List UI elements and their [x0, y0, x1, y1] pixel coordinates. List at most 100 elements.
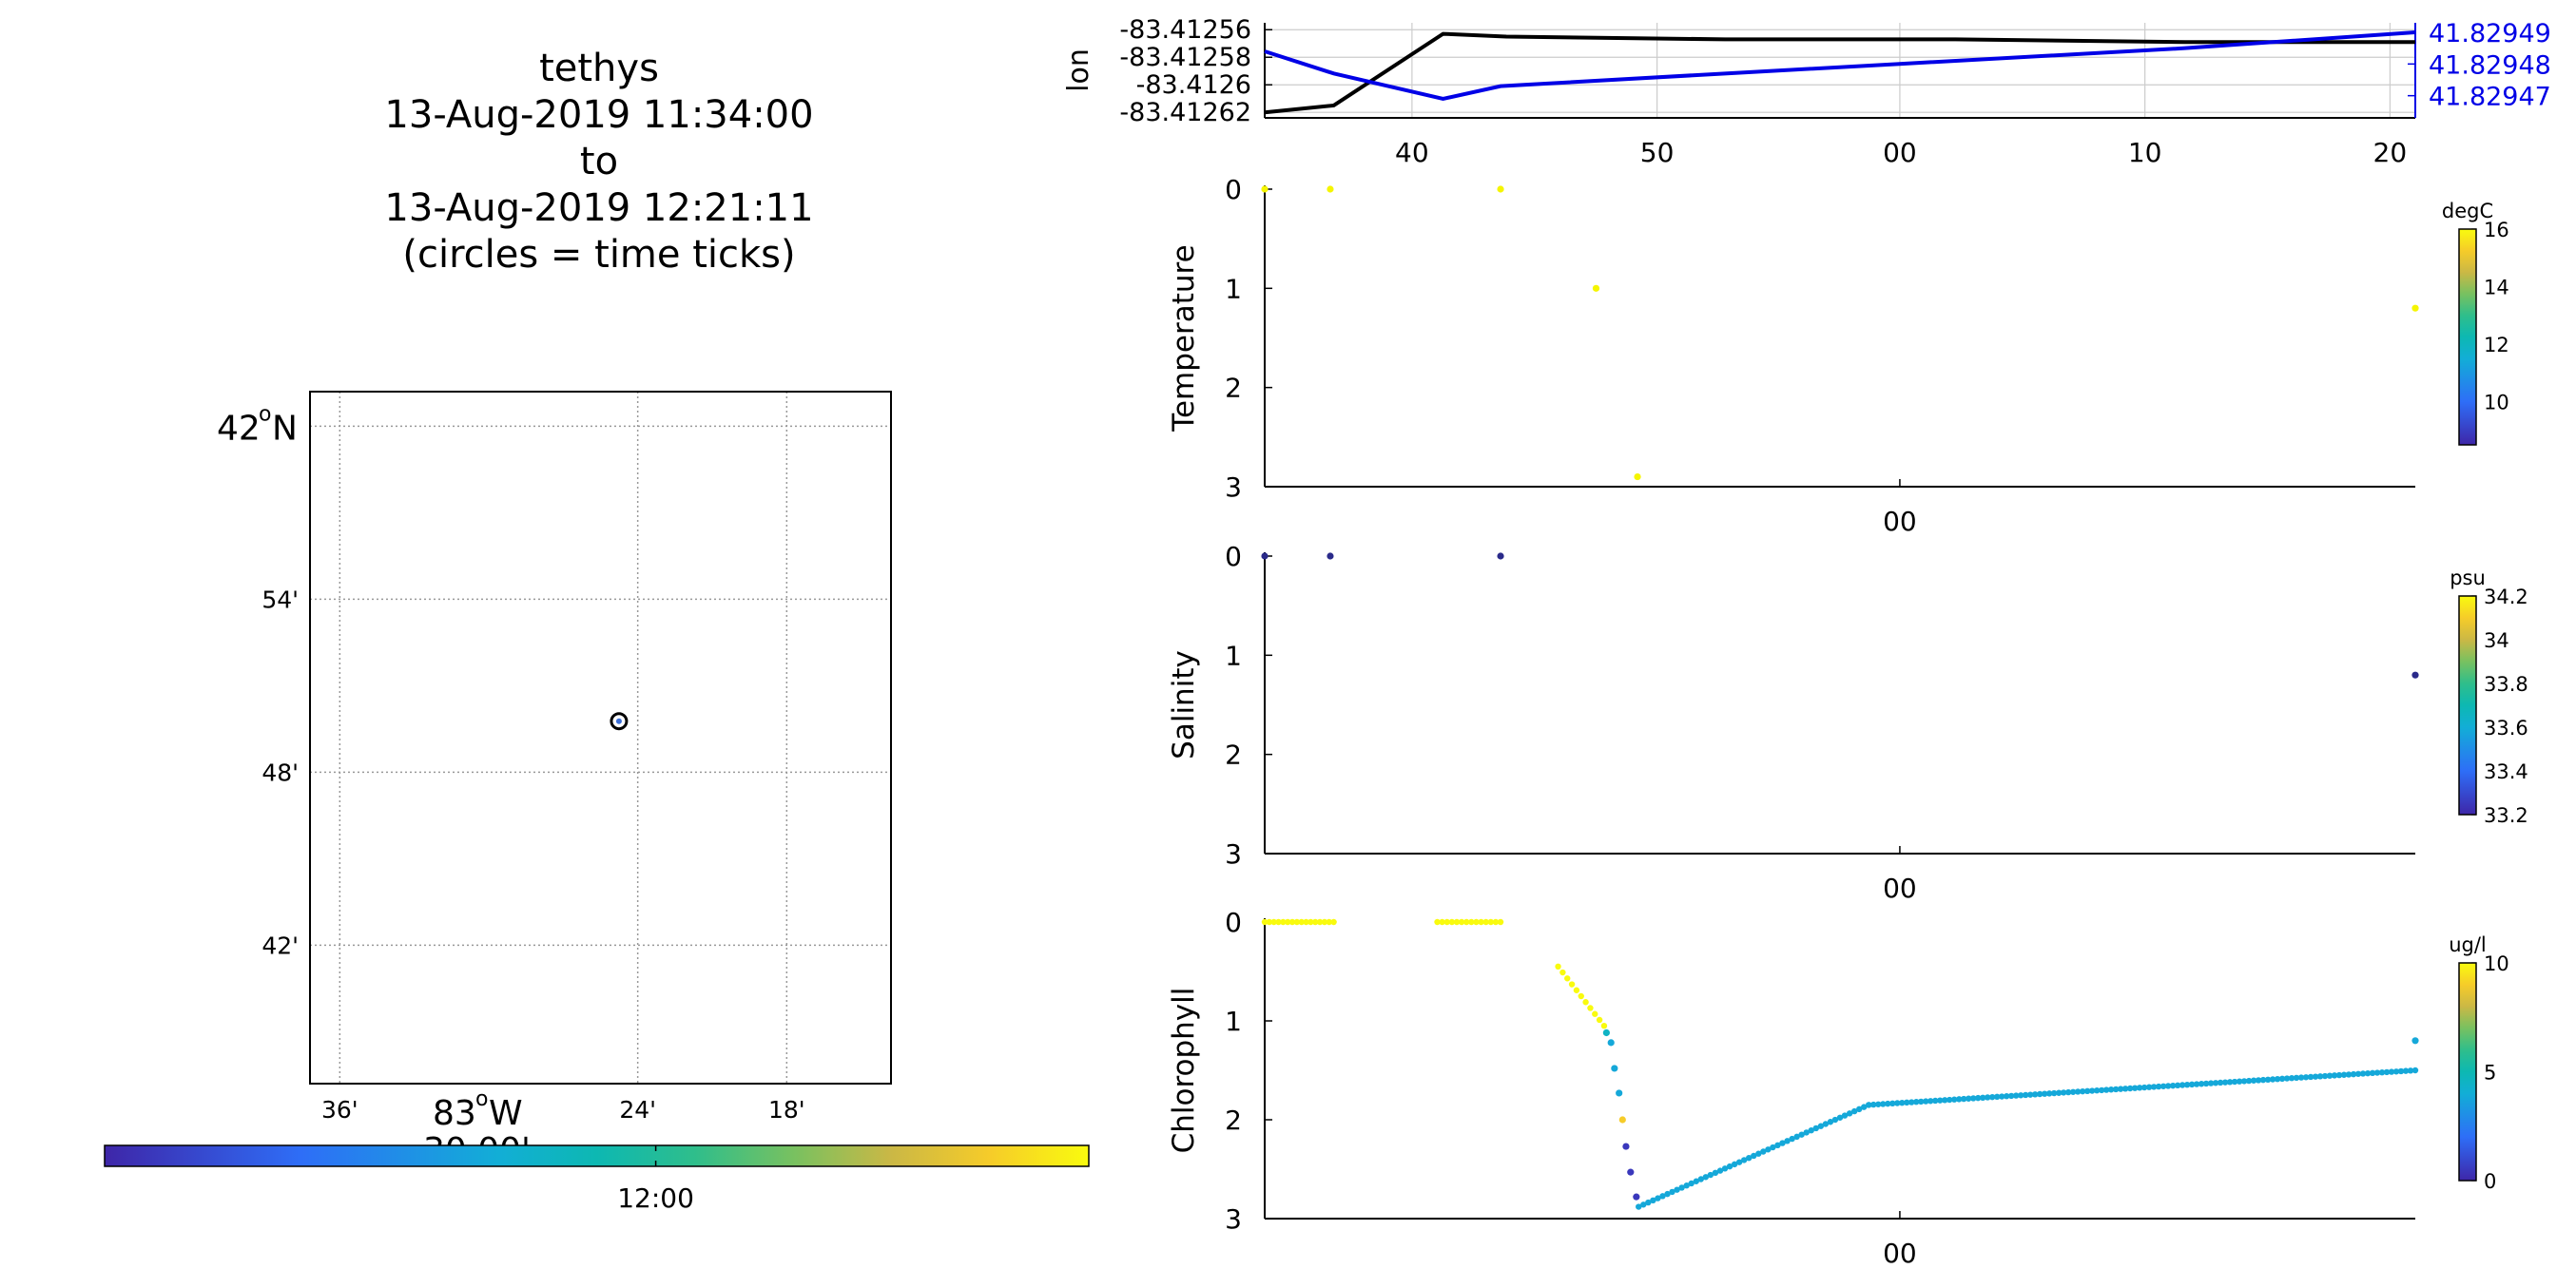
- chlorophyll-segment-marker: [1596, 1016, 1603, 1024]
- chlorophyll-segment-marker: [1793, 1133, 1800, 1141]
- chlorophyll-segment-marker: [1899, 1099, 1906, 1106]
- position-track-point: [615, 718, 622, 724]
- chlorophyll-segment-marker: [1836, 1114, 1844, 1121]
- temperature-axes: [1261, 185, 2476, 488]
- chlorophyll-segment-marker: [2064, 1088, 2072, 1096]
- chlorophyll-segment-marker: [1889, 1100, 1896, 1107]
- map-lon-label: 83: [433, 1094, 476, 1133]
- salinity-colorbar-tick-label: 33.2: [2484, 804, 2528, 827]
- chlorophyll-segment-marker: [1697, 1176, 1704, 1182]
- position-time-tick-circle: [610, 712, 629, 731]
- chlorophyll-segment-marker: [1716, 1167, 1724, 1174]
- degree-symbol: o: [475, 1087, 488, 1111]
- chlorophyll-segment-marker: [1439, 918, 1445, 926]
- chlorophyll-segment-marker: [1712, 1169, 1719, 1177]
- chlorophyll-segment-marker: [2155, 1083, 2162, 1090]
- chlorophyll-segment-marker: [1473, 918, 1480, 926]
- chlorophyll-data-point: [2411, 1037, 2419, 1045]
- chlorophyll-segment-marker: [1492, 918, 1500, 926]
- map-lon-tick-label: 36': [321, 1096, 358, 1124]
- map-lat-tick-label: 48': [261, 759, 299, 786]
- temperature-y-tick-label: 3: [1225, 471, 1242, 503]
- chlorophyll-segment-marker: [1664, 1190, 1671, 1198]
- chlorophyll-segment-marker: [2088, 1087, 2096, 1094]
- chlorophyll-segment-marker: [1293, 918, 1301, 926]
- chlorophyll-segment-marker: [2269, 1076, 2276, 1083]
- chlorophyll-colorbar-tick-label: 5: [2484, 1062, 2496, 1085]
- chlorophyll-segment-marker: [2112, 1086, 2120, 1093]
- chlorophyll-segment-marker: [1927, 1098, 1934, 1105]
- chlorophyll-segment-marker: [2026, 1091, 2034, 1098]
- temperature-y-tick-label: 2: [1225, 373, 1242, 404]
- chlorophyll-segment-marker: [2022, 1091, 2029, 1099]
- chlorophyll-segment-marker: [2321, 1072, 2329, 1080]
- chlorophyll-segment-marker: [2340, 1071, 2348, 1078]
- chlorophyll-segment-marker: [2345, 1071, 2353, 1078]
- chlorophyll-segment-marker: [2055, 1089, 2063, 1096]
- chlorophyll-segment-marker: [1674, 1186, 1680, 1193]
- temperature-data-point: [1261, 185, 1269, 193]
- chlorophyll-segment-marker: [1582, 999, 1589, 1006]
- chlorophyll-segment-marker: [1831, 1116, 1839, 1124]
- chlorophyll-segment-marker: [1482, 918, 1489, 926]
- chlorophyll-segment-marker: [1866, 1102, 1872, 1108]
- temperature-y-tick-label: 1: [1225, 273, 1242, 304]
- temperature-colorbar-tick-label: 12: [2484, 334, 2509, 356]
- title-line-1: tethys: [539, 47, 659, 90]
- chlorophyll-segment-marker: [2402, 1067, 2410, 1074]
- chlorophyll-segment-marker: [1740, 1157, 1748, 1163]
- chlorophyll-segment-marker: [1885, 1100, 1891, 1107]
- chlorophyll-segment-marker: [1998, 1093, 2005, 1100]
- salinity-colorbar-tick-label: 33.4: [2484, 760, 2528, 783]
- chlorophyll-segment-marker: [1307, 918, 1314, 926]
- chlorophyll-segment-marker: [2207, 1080, 2215, 1086]
- chlorophyll-segment-marker: [1555, 963, 1561, 970]
- map-lon-tick-label: 18': [768, 1096, 805, 1124]
- temperature-ylabel: Temperature: [1167, 244, 1201, 432]
- temperature-colorbar-tick-label: 14: [2484, 277, 2509, 299]
- chlorophyll-segment-marker: [1966, 1095, 1972, 1102]
- chlorophyll-segment-marker: [2350, 1070, 2357, 1078]
- chlorophyll-segment-marker: [1288, 918, 1296, 926]
- chlorophyll-segment-marker: [2369, 1069, 2376, 1077]
- chlorophyll-segment-marker: [2316, 1073, 2324, 1080]
- chlorophyll-segment-marker: [2221, 1079, 2229, 1086]
- chlorophyll-segment-marker: [2236, 1078, 2243, 1085]
- temperature-data-point: [1634, 472, 1641, 481]
- chlorophyll-segment-marker: [1298, 918, 1305, 926]
- chlorophyll-y-tick-label: 0: [1225, 907, 1242, 938]
- chlorophyll-segment-marker: [1721, 1165, 1729, 1172]
- chlorophyll-segment-marker: [2060, 1089, 2067, 1096]
- chlorophyll-segment-marker: [1321, 918, 1328, 926]
- chlorophyll-segment-marker: [2354, 1070, 2362, 1077]
- figure-title: tethys 13-Aug-2019 11:34:00 to 13-Aug-20…: [219, 46, 979, 279]
- chlorophyll-segment-marker: [1659, 1193, 1666, 1200]
- salinity-colorbar-tick-label: 33.6: [2484, 717, 2528, 740]
- chlorophyll-data-point: [1602, 1028, 1610, 1037]
- map-lon-tick-label: 24': [619, 1096, 656, 1124]
- chlorophyll-segment-marker: [2250, 1077, 2257, 1084]
- chlorophyll-segment-marker: [2140, 1084, 2148, 1091]
- chlorophyll-segment-marker: [1947, 1096, 1953, 1104]
- chlorophyll-segment-marker: [2193, 1081, 2200, 1087]
- temperature-y-tick-label: 0: [1225, 174, 1242, 205]
- chlorophyll-segment-marker: [2364, 1069, 2372, 1077]
- chlorophyll-segment-marker: [1774, 1142, 1781, 1149]
- degree-symbol: o: [259, 402, 271, 426]
- temperature-colorbar-tick-label: 10: [2484, 392, 2509, 414]
- chlorophyll-segment-marker: [1463, 918, 1470, 926]
- chlorophyll-segment-marker: [1784, 1138, 1791, 1144]
- chlorophyll-segment-marker: [1846, 1110, 1853, 1117]
- map-lat-tick-label: 42': [261, 932, 299, 959]
- chlorophyll-segment-marker: [2121, 1086, 2129, 1092]
- map-lat-tick-label: 54': [261, 586, 299, 613]
- chlorophyll-segment-marker: [2107, 1086, 2115, 1093]
- chlorophyll-segment-marker: [1316, 918, 1324, 926]
- temperature-colorbar-tick-label: 16: [2484, 219, 2509, 241]
- salinity-colorbar-unit: psu: [2450, 567, 2486, 589]
- lonlat-right-tick-label: 41.82947: [2429, 83, 2551, 112]
- chlorophyll-segment-marker: [1640, 1201, 1647, 1208]
- temperature-data-point: [2411, 304, 2419, 312]
- chlorophyll-segment-marker: [1870, 1101, 1877, 1108]
- lonlat-x-tick-label: 00: [1883, 137, 1917, 168]
